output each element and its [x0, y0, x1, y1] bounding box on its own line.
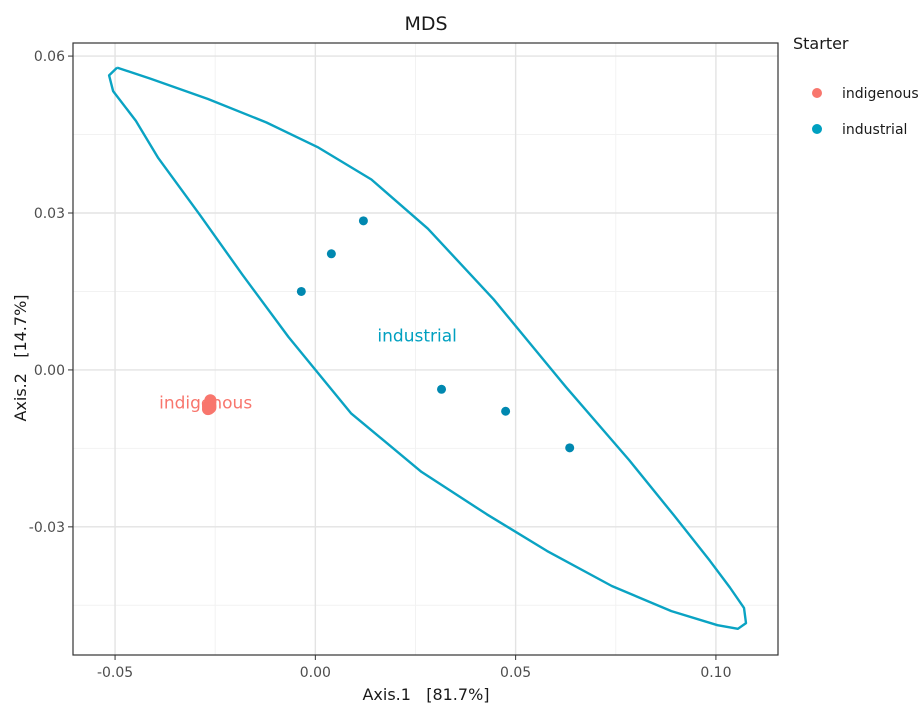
data-point-industrial — [358, 216, 368, 226]
annotation-industrial: industrial — [377, 326, 456, 346]
series-indigenous — [201, 394, 217, 416]
x-tick-label: 0.05 — [500, 665, 531, 681]
data-point-indigenous — [204, 401, 217, 414]
x-tick-label: 0.00 — [300, 665, 331, 681]
x-tick-label: -0.05 — [97, 665, 133, 681]
y-tick-label: -0.03 — [29, 520, 65, 536]
chart-title: MDS — [404, 13, 447, 35]
data-point-industrial — [296, 286, 306, 296]
y-tick-label: 0.00 — [34, 363, 65, 379]
y-axis-label: Axis.2 [14.7%] — [11, 294, 30, 421]
legend-label-indigenous: indigenous — [842, 86, 919, 102]
legend-title: Starter — [793, 34, 849, 53]
data-point-industrial — [565, 443, 575, 453]
x-axis-label: Axis.1 [81.7%] — [362, 685, 489, 704]
data-point-industrial — [501, 406, 511, 416]
data-point-industrial — [437, 384, 447, 394]
x-tick-label: 0.10 — [700, 665, 731, 681]
legend: Starter indigenous industrial — [793, 34, 919, 138]
plot-border — [72, 42, 779, 656]
legend-key-indigenous — [812, 88, 822, 98]
y-tick-label: 0.03 — [34, 206, 65, 222]
y-tick-label: 0.06 — [34, 49, 65, 65]
data-point-industrial — [326, 249, 336, 259]
legend-entries: indigenous industrial — [812, 86, 919, 138]
series-industrial — [296, 216, 575, 453]
annotation-indigenous: indigenous — [159, 393, 252, 413]
confidence-ellipse-industrial — [107, 66, 748, 630]
plot-panel: -0.05 0.00 0.05 0.10 -0.03 0.00 0.03 0.06 indige… — [29, 42, 779, 681]
legend-key-industrial — [812, 124, 822, 134]
legend-label-industrial: industrial — [842, 122, 907, 138]
